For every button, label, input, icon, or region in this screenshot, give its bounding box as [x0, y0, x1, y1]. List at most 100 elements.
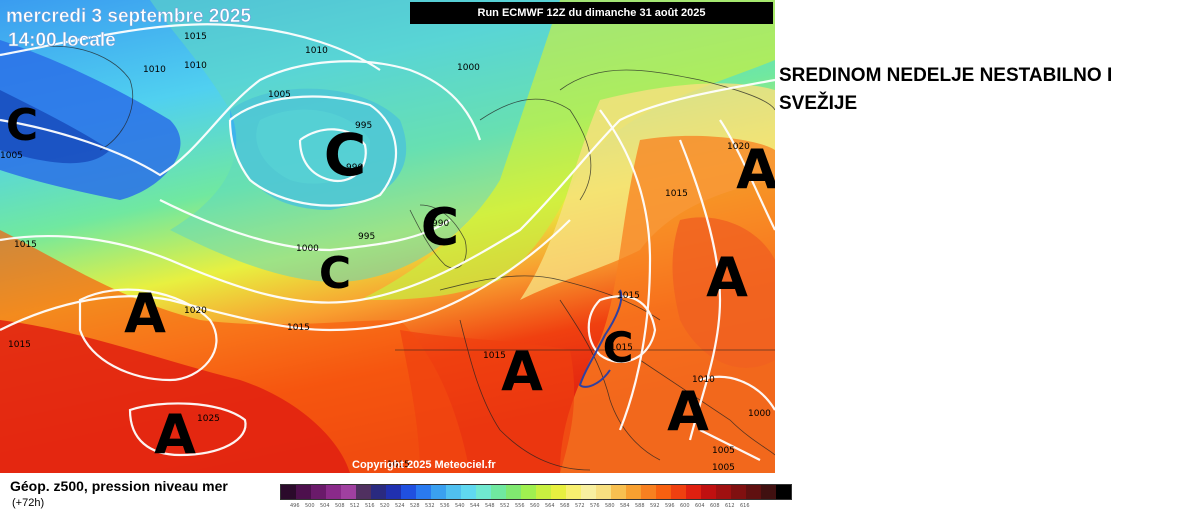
color-swatch — [716, 485, 731, 499]
color-swatch — [686, 485, 701, 499]
scale-tick-label: 544 — [470, 503, 480, 509]
headline-text: SREDINOM NEDELJE NESTABILNO I SVEŽIJE — [779, 65, 1113, 114]
scale-tick-label: 528 — [410, 503, 420, 509]
color-swatch — [566, 485, 581, 499]
scale-tick-label: 504 — [320, 503, 330, 509]
isobar-label: 1005 — [268, 90, 291, 100]
isobar-label: 1015 — [8, 340, 31, 350]
isobar-label: 1015 — [184, 32, 207, 42]
high-center-letter: A — [706, 246, 748, 309]
color-swatch — [311, 485, 326, 499]
color-swatch — [611, 485, 626, 499]
color-scale-bar — [280, 484, 792, 500]
scale-tick-label: 496 — [290, 503, 300, 509]
color-swatch — [641, 485, 656, 499]
isobar-label: 1000 — [748, 409, 771, 419]
color-swatch — [521, 485, 536, 499]
color-swatch — [356, 485, 371, 499]
scale-tick-label: 616 — [740, 503, 750, 509]
isobar-label: 1000 — [457, 63, 480, 73]
legend-subtitle: (+72h) — [12, 497, 45, 509]
isobar-label: 1015 — [14, 240, 37, 250]
color-swatch — [371, 485, 386, 499]
color-swatch — [581, 485, 596, 499]
isobar-label: 1005 — [712, 446, 735, 456]
scale-tick-label: 524 — [395, 503, 405, 509]
color-swatch — [701, 485, 716, 499]
isobar-label: 1005 — [712, 463, 735, 473]
low-center-letter: C — [319, 248, 351, 299]
isobar-label: 990 — [346, 163, 363, 173]
isobar-label: 1025 — [197, 414, 220, 424]
color-swatch — [596, 485, 611, 499]
color-swatch — [776, 485, 791, 499]
high-center-letter: A — [154, 403, 196, 466]
color-swatch — [536, 485, 551, 499]
isobar-label: 1010 — [692, 375, 715, 385]
weather-map: C C C C C A A A A A A 1015 1010 1010 101… — [0, 0, 775, 473]
color-swatch — [626, 485, 641, 499]
isobar-label: 1020 — [727, 142, 750, 152]
low-center-letter: C — [603, 323, 634, 372]
scale-tick-label: 520 — [380, 503, 390, 509]
high-center-letter: A — [736, 138, 775, 201]
isobar-label: 1015 — [287, 323, 310, 333]
scale-tick-label: 564 — [545, 503, 555, 509]
scale-tick-label: 584 — [620, 503, 630, 509]
forecast-time: 14:00 locale — [8, 30, 116, 52]
scale-tick-label: 536 — [440, 503, 450, 509]
model-run-banner: Run ECMWF 12Z du dimanche 31 août 2025 — [410, 2, 773, 24]
color-swatch — [506, 485, 521, 499]
scale-tick-label: 516 — [365, 503, 375, 509]
isobar-label: 990 — [432, 219, 449, 229]
scale-tick-label: 540 — [455, 503, 465, 509]
color-scale-ticks: 496 500 504 508 512 516 520 524 528 532 536 540 544 5… — [290, 503, 755, 509]
forecast-date: mercredi 3 septembre 2025 — [6, 6, 252, 28]
isobar-label: 1020 — [184, 306, 207, 316]
copyright-text: Copyright 2025 Meteociel.fr — [352, 459, 496, 471]
scale-tick-label: 500 — [305, 503, 315, 509]
scale-tick-label: 604 — [695, 503, 705, 509]
scale-tick-label: 556 — [515, 503, 525, 509]
scale-tick-label: 608 — [710, 503, 720, 509]
high-center-letter: A — [667, 380, 709, 443]
scale-tick-label: 532 — [425, 503, 435, 509]
scale-tick-label: 592 — [650, 503, 660, 509]
isobar-label: 1010 — [305, 46, 328, 56]
color-swatch — [461, 485, 476, 499]
scale-tick-label: 568 — [560, 503, 570, 509]
color-swatch — [746, 485, 761, 499]
isobar-label: 1000 — [296, 244, 319, 254]
isobar-label: 1015 — [617, 291, 640, 301]
low-center-letter: C — [421, 198, 459, 258]
isobar-label: 995 — [358, 232, 375, 242]
scale-tick-label: 512 — [350, 503, 360, 509]
color-swatch — [401, 485, 416, 499]
scale-tick-label: 580 — [605, 503, 615, 509]
high-center-letter: A — [501, 340, 543, 403]
isobar-label: 1015 — [483, 351, 506, 361]
scale-tick-label: 576 — [590, 503, 600, 509]
isobar-label: 1015 — [665, 189, 688, 199]
isobar-label: 1010 — [184, 61, 207, 71]
scale-tick-label: 552 — [500, 503, 510, 509]
isobar-label: 1015 — [610, 343, 633, 353]
color-swatch — [416, 485, 431, 499]
color-swatch — [431, 485, 446, 499]
color-swatch — [446, 485, 461, 499]
scale-tick-label: 596 — [665, 503, 675, 509]
low-center-letter: C — [324, 121, 367, 189]
color-swatch — [476, 485, 491, 499]
color-swatch — [671, 485, 686, 499]
color-swatch — [491, 485, 506, 499]
scale-tick-label: 612 — [725, 503, 735, 509]
color-swatch — [656, 485, 671, 499]
scale-tick-label: 600 — [680, 503, 690, 509]
color-swatch — [731, 485, 746, 499]
scale-tick-label: 572 — [575, 503, 585, 509]
scale-tick-label: 560 — [530, 503, 540, 509]
scale-tick-label: 548 — [485, 503, 495, 509]
color-swatch — [551, 485, 566, 499]
legend-title: Géop. z500, pression niveau mer — [10, 478, 228, 494]
color-swatch — [281, 485, 296, 499]
